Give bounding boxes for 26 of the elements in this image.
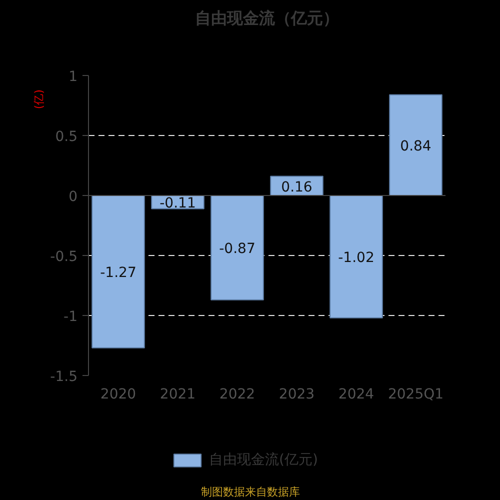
legend-label: 自由现金流(亿元) (209, 451, 318, 469)
bar (389, 94, 442, 196)
text: 制图数据来自数据库 (201, 486, 300, 498)
data-label: -1.27 (100, 265, 136, 282)
y-tick-label: -1.5 (50, 369, 78, 385)
x-tick-label: 2022 (219, 386, 256, 402)
data-label: 0.16 (281, 179, 312, 196)
data-label: 0.84 (400, 138, 432, 155)
y-axis-title: (亿) (32, 89, 46, 110)
data-label: -0.11 (160, 196, 196, 212)
y-tick-label: -0.5 (50, 249, 78, 265)
x-tick-label: 2021 (160, 386, 196, 402)
y-tick-label: -1 (64, 309, 78, 325)
x-tick-label: 2020 (100, 386, 136, 402)
y-tick-label: 0.5 (55, 129, 78, 145)
x-tick-label: 2024 (338, 386, 374, 402)
y-tick-label: 0 (68, 189, 78, 205)
chart-title: 自由现金流（亿元） (195, 8, 339, 28)
x-tick-label: 2023 (278, 386, 315, 402)
bar (210, 195, 264, 300)
bar (92, 195, 145, 348)
data-label: -0.87 (219, 241, 256, 258)
bar (330, 195, 383, 318)
y-tick-label: 1 (68, 69, 78, 85)
x-tick-label: 2025Q1 (388, 386, 444, 402)
data-label: -1.02 (338, 250, 374, 266)
